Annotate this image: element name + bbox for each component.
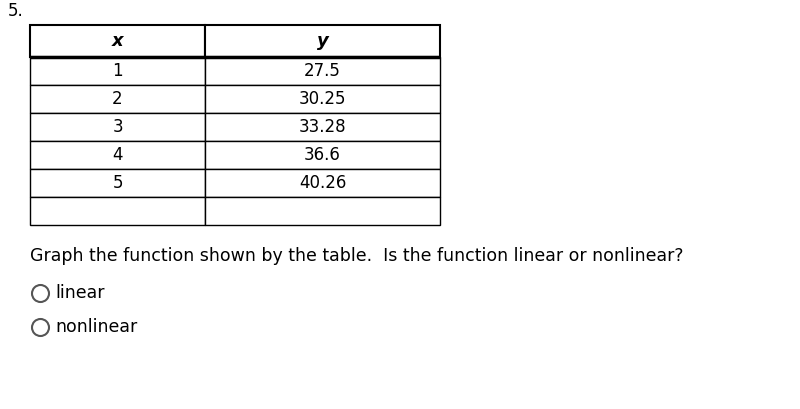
- Bar: [205, 85, 440, 113]
- Bar: [205, 57, 440, 85]
- Text: 1: 1: [112, 62, 123, 80]
- Bar: [30, 85, 205, 113]
- Bar: [30, 141, 205, 169]
- Text: 3: 3: [112, 118, 123, 136]
- Bar: [30, 197, 205, 225]
- Text: 36.6: 36.6: [304, 146, 341, 164]
- Text: Graph the function shown by the table.  Is the function linear or nonlinear?: Graph the function shown by the table. I…: [30, 247, 683, 265]
- Text: 4: 4: [112, 146, 122, 164]
- Text: 5.: 5.: [8, 2, 24, 20]
- Bar: [205, 141, 440, 169]
- Text: y: y: [317, 32, 328, 50]
- Bar: [30, 169, 205, 197]
- Text: 40.26: 40.26: [299, 174, 346, 192]
- Text: 2: 2: [112, 90, 123, 108]
- Text: 30.25: 30.25: [298, 90, 346, 108]
- Bar: [30, 169, 205, 197]
- Text: linear: linear: [55, 285, 105, 303]
- Bar: [205, 57, 440, 85]
- Bar: [205, 25, 440, 57]
- Bar: [30, 197, 205, 225]
- Bar: [205, 197, 440, 225]
- Bar: [205, 25, 440, 57]
- Bar: [30, 113, 205, 141]
- Text: 5: 5: [112, 174, 122, 192]
- Bar: [205, 169, 440, 197]
- Text: 27.5: 27.5: [304, 62, 341, 80]
- Bar: [30, 57, 205, 85]
- Text: x: x: [112, 32, 123, 50]
- Text: 33.28: 33.28: [298, 118, 346, 136]
- Bar: [30, 25, 205, 57]
- Bar: [30, 85, 205, 113]
- Bar: [205, 197, 440, 225]
- Bar: [205, 113, 440, 141]
- Text: nonlinear: nonlinear: [55, 319, 138, 337]
- Bar: [30, 113, 205, 141]
- Bar: [30, 57, 205, 85]
- Bar: [205, 141, 440, 169]
- Bar: [205, 113, 440, 141]
- Bar: [30, 25, 205, 57]
- Bar: [205, 85, 440, 113]
- Bar: [205, 169, 440, 197]
- Bar: [30, 141, 205, 169]
